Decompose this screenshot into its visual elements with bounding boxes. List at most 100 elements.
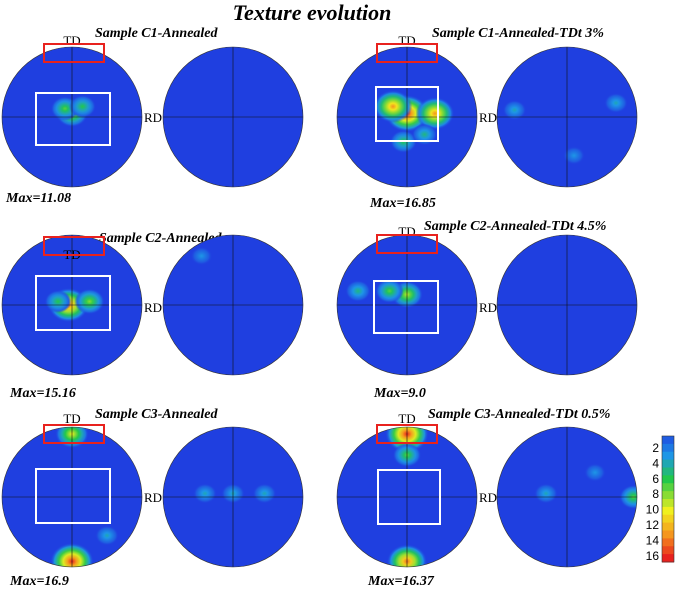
legend-swatch [662,436,674,445]
panel-c2-annealed-tdt-4-5: Sample C2-Annealed-TDt 4.5% TD RD Max=9.… [336,219,638,401]
intensity-hotspot [95,525,119,546]
rd-label: RD [479,110,497,125]
region-box [35,275,111,331]
pole-figure-outline [1,234,143,376]
td-highlight-box [43,236,105,256]
legend-swatch [662,522,674,531]
intensity-hotspot [502,100,527,120]
legend-swatch [662,499,674,508]
pole-figure-left [336,234,478,376]
pole-figure-right [162,426,304,568]
legend-border [661,435,675,563]
td-label: TD [63,33,80,48]
legend-swatch [662,554,674,563]
max-label: Max=16.85 [369,196,436,211]
td-label: TD [63,411,80,426]
panel-title: Sample C1-Annealed-TDt 3% [432,26,604,41]
panel-c1-annealed-tdt-3: Sample C1-Annealed-TDt 3% TD RD Max=16.8… [336,26,638,211]
panel-c1-annealed: Sample C1-Annealed TD RD Max=11.08 [1,26,304,206]
rd-label: RD [479,490,497,505]
pole-figure-outline [496,46,638,188]
rd-label: RD [144,110,162,125]
legend-tick-label: 8 [652,487,659,501]
panel-c3-annealed: Sample C3-Annealed TD RD Max=16.9 [1,407,304,589]
max-label: Max=16.37 [367,574,435,589]
panel-title: Sample C3-Annealed [95,407,219,422]
intensity-hotspot [193,483,217,504]
legend-tick-label: 2 [652,441,659,455]
pole-figure-right [496,426,638,568]
pole-figure-right [496,46,638,188]
legend-tick-label: 10 [646,503,660,517]
legend-swatch [662,467,674,476]
legend-swatch [662,546,674,555]
legend-swatch [662,538,674,547]
td-highlight-box [43,424,105,444]
legend-swatch [662,451,674,461]
pole-figure-outline [1,46,143,188]
legend-swatch [662,459,674,468]
pole-figure-right [162,234,304,376]
region-box [35,92,111,146]
intensity-hotspot [252,483,277,504]
pole-figure-left [1,234,143,376]
td-label: TD [398,411,415,426]
td-highlight-box [376,234,438,254]
td-highlight-box [376,43,438,63]
intensity-hotspot [44,290,72,313]
pole-figure-outline [496,234,638,376]
max-label: Max=11.08 [5,191,71,206]
pole-figure-outline [336,426,478,568]
legend-tick-label: 4 [652,456,659,470]
pole-figure-left [336,426,478,568]
pole-figure-right [496,234,638,376]
max-label: Max=9.0 [373,386,426,401]
figure-title: Texture evolution [233,0,392,25]
pole-figure-right [162,46,304,188]
legend-swatch [662,475,674,484]
intensity-hotspot [373,90,413,123]
td-label: TD [398,224,415,239]
panel-title: Sample C2-Annealed-TDt 4.5% [424,219,606,234]
intensity-hotspot [415,97,455,130]
intensity-hotspot [563,146,585,165]
td-highlight-box [376,424,438,444]
panel-title: Sample C2-Annealed [99,231,223,246]
pole-figure-outline [1,426,143,568]
legend-swatch [662,506,674,516]
intensity-hotspot [69,95,96,118]
rd-label: RD [479,300,497,315]
intensity-hotspot [411,123,438,146]
region-box [375,86,439,142]
legend-swatch [662,483,674,492]
pole-figure-left [1,46,143,188]
pole-figure-outline [336,46,478,188]
td-highlight-box [43,43,105,63]
pole-figure-outline [162,46,304,188]
pole-figure-left [336,46,478,188]
panel-c3-annealed-tdt-0-5: Sample C3-Annealed-TDt 0.5% TD RD Max=16… [336,407,638,589]
pole-figure-outline [162,234,304,376]
panel-title: Sample C1-Annealed [95,26,219,41]
intensity-hotspot [534,483,558,504]
panel-title: Sample C3-Annealed-TDt 0.5% [428,407,610,422]
legend-tick-label: 12 [646,518,660,532]
pole-figure-left [1,426,143,568]
legend-tick-label: 16 [646,549,660,563]
pole-figure-outline [496,426,638,568]
intensity-hotspot [375,278,404,304]
legend-tick-label: 6 [652,472,659,486]
legend-swatch [662,491,674,500]
legend-swatch [662,530,674,539]
legend-tick-label: 14 [646,533,660,547]
panel-c2-annealed: Sample C2-Annealed TD RD Max=15.16 [1,231,304,401]
region-box [373,280,439,334]
intensity-hotspot [345,280,371,302]
intensity-hotspot [74,288,105,315]
intensity-hotspot [584,463,606,482]
legend-swatch [662,514,674,524]
intensity-hotspot [604,93,628,113]
rd-label: RD [144,300,162,315]
